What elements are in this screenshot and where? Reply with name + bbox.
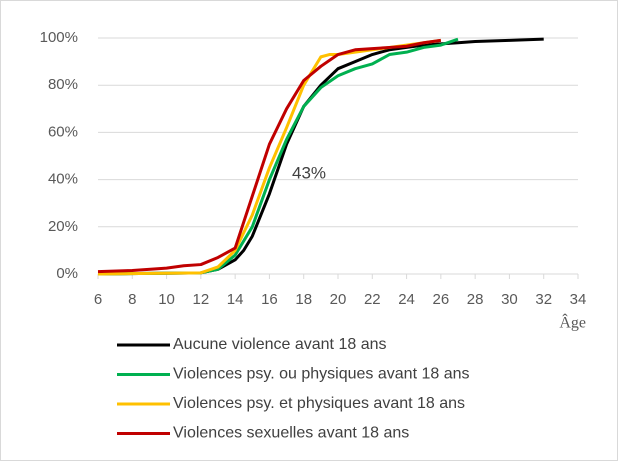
x-tick-label: 28 (467, 291, 484, 308)
y-tick-label: 100% (40, 29, 78, 46)
legend-label: Violences sexuelles avant 18 ans (173, 425, 409, 442)
x-tick-label: 18 (295, 291, 312, 308)
legend-label: Aucune violence avant 18 ans (173, 336, 386, 353)
x-axis-label: Âge (559, 313, 586, 332)
x-tick-label: 24 (398, 291, 415, 308)
x-tick-label: 6 (94, 291, 102, 308)
x-tick-label: 34 (570, 291, 587, 308)
x-tick-label: 30 (501, 291, 518, 308)
annotation: 43% (292, 163, 326, 182)
y-tick-label: 0% (56, 265, 78, 282)
x-tick-label: 12 (193, 291, 210, 308)
y-tick-label: 80% (48, 76, 78, 93)
x-tick-label: 32 (535, 291, 552, 308)
x-tick-label: 20 (330, 291, 347, 308)
x-tick-label: 26 (433, 291, 450, 308)
y-tick-label: 60% (48, 123, 78, 140)
x-tick-label: 14 (227, 291, 244, 308)
legend-label: Violences psy. ou physiques avant 18 ans (173, 366, 470, 383)
y-tick-label: 20% (48, 218, 78, 235)
x-tick-label: 16 (261, 291, 278, 308)
x-tick-label: 10 (158, 291, 175, 308)
legend-label: Violences psy. et physiques avant 18 ans (173, 395, 465, 412)
series-line (97, 37, 459, 276)
x-tick-label: 22 (364, 291, 381, 308)
x-tick-label: 8 (128, 291, 136, 308)
series-line (97, 37, 544, 276)
series-line (97, 38, 442, 274)
y-tick-label: 40% (48, 171, 78, 188)
